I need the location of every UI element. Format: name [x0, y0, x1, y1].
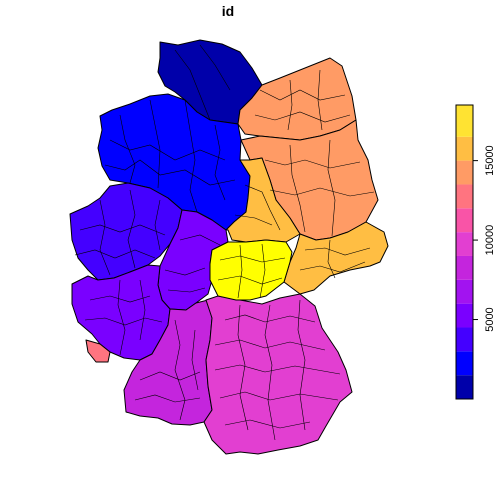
district-boundary: [259, 243, 266, 299]
district-boundary: [219, 391, 339, 401]
district-boundary: [219, 255, 286, 263]
district-boundary: [167, 287, 206, 293]
district-boundary: [244, 184, 281, 231]
legend-color-bin: [456, 105, 473, 137]
district-boundary: [269, 187, 375, 197]
legend-color-bin: [456, 279, 473, 304]
legend-color-bin: [456, 160, 473, 185]
district-boundary: [237, 244, 243, 299]
district-boundary: [184, 99, 198, 213]
district-boundary: [299, 261, 366, 273]
district-boundary: [174, 49, 211, 121]
legend-tick-label: 10000: [484, 225, 496, 256]
district-boundary: [214, 364, 341, 375]
legend-color-bin: [456, 208, 473, 233]
district-boundary: [224, 314, 316, 323]
legend-color-bin: [456, 232, 473, 256]
district-boundary: [234, 214, 273, 226]
district-boundary: [304, 247, 371, 256]
district-boundary: [191, 329, 199, 391]
legend-color-bin: [456, 327, 473, 352]
district-boundary: [109, 139, 226, 161]
district-boundary: [89, 295, 151, 303]
district-boundary: [259, 89, 346, 101]
region-bayern: [203, 293, 353, 455]
district-boundary: [179, 234, 221, 246]
district-boundary: [289, 144, 306, 233]
legend-color-bin: [456, 255, 473, 280]
legend-tick-label: 15000: [484, 145, 496, 176]
legend-color-bin: [456, 303, 473, 328]
district-boundary: [139, 371, 201, 381]
legend-color-bin: [456, 136, 473, 161]
district-boundary: [127, 189, 136, 269]
district-boundary: [317, 69, 323, 131]
district-boundary: [174, 319, 186, 421]
legend-tick-label: 5000: [484, 307, 496, 331]
district-boundary: [104, 159, 236, 186]
district-boundary: [119, 114, 136, 184]
district-boundary: [254, 111, 351, 123]
district-boundary: [264, 159, 361, 169]
district-boundary: [224, 419, 311, 429]
district-boundary: [139, 279, 146, 341]
region-hessen: [157, 209, 229, 311]
district-boundary: [287, 79, 293, 131]
legend-color-bin: [456, 375, 473, 399]
district-boundary: [154, 199, 161, 251]
district-boundary: [84, 317, 163, 326]
district-boundary: [264, 304, 276, 441]
region-saarland: [85, 339, 111, 363]
district-boundary: [134, 394, 201, 403]
district-boundary: [327, 139, 336, 237]
district-boundary: [217, 275, 283, 285]
district-boundary: [149, 99, 161, 189]
region-thueringen: [209, 239, 293, 301]
district-boundary: [79, 224, 166, 236]
district-boundary: [237, 304, 249, 431]
district-boundary: [199, 44, 231, 91]
legend-color-bar: [456, 105, 473, 399]
district-boundary: [164, 267, 206, 276]
legend-color-bin: [456, 351, 473, 376]
district-boundary: [214, 124, 226, 201]
district-boundary: [99, 199, 111, 276]
district-boundary: [297, 299, 306, 431]
district-boundary: [117, 279, 126, 356]
district-boundary: [74, 249, 156, 259]
legend-axis: 5000 10000 15000: [473, 145, 496, 332]
legend-color-bin: [456, 184, 473, 209]
legend-frame: [455, 104, 474, 400]
plot-title: id: [221, 3, 235, 19]
district-boundary: [327, 239, 336, 279]
